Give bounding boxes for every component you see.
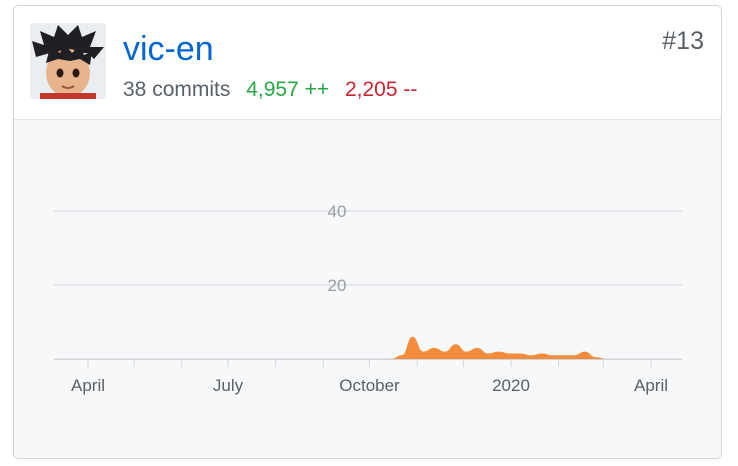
contributor-rank: #13 — [662, 27, 704, 55]
contributor-stats: 38 commits 4,957 ++ 2,205 -- — [123, 77, 417, 103]
commit-activity-chart: 20 40 April July October 2020 April — [54, 202, 682, 395]
x-tick-label-3: 2020 — [492, 376, 530, 395]
contributor-card: vic-en 38 commits 4,957 ++ 2,205 -- #13 — [13, 5, 722, 459]
x-tick-label-1: July — [213, 376, 244, 395]
commits-count-link[interactable]: 38 commits — [123, 78, 231, 101]
x-tick-label-4: April — [634, 376, 668, 395]
additions-count: 4,957 ++ — [246, 78, 330, 101]
avatar-image — [30, 23, 106, 99]
y-tick-label-40: 40 — [328, 202, 347, 221]
avatar[interactable] — [30, 23, 106, 99]
deletions-count: 2,205 -- — [344, 78, 418, 101]
contributor-header: vic-en 38 commits 4,957 ++ 2,205 -- #13 — [14, 6, 721, 120]
y-tick-label-20: 20 — [328, 276, 347, 295]
x-tick-label-2: October — [339, 376, 400, 395]
contributor-username-link[interactable]: vic-en — [123, 30, 214, 68]
chart-background — [14, 120, 721, 458]
commits-area-series — [391, 336, 607, 359]
x-tick-label-0: April — [71, 376, 105, 395]
